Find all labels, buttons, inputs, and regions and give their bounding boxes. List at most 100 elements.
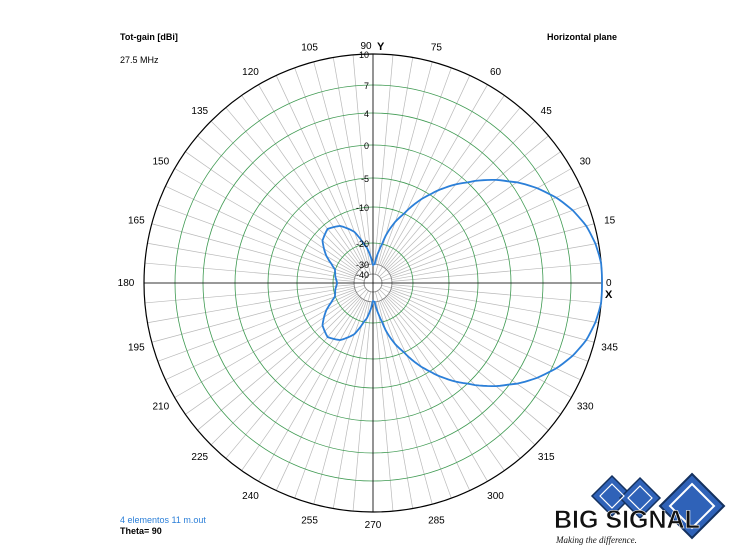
angle-grid-line bbox=[241, 298, 363, 471]
angle-grid-line bbox=[151, 223, 365, 282]
angle-tick-label: 270 bbox=[365, 520, 382, 531]
radial-tick-label: -20 bbox=[356, 239, 369, 249]
angle-tick-label: 105 bbox=[301, 42, 318, 53]
angle-grid-line bbox=[375, 57, 414, 265]
radial-tick-label: 7 bbox=[364, 81, 369, 91]
angle-tick-label: 0 bbox=[606, 278, 612, 289]
angle-grid-line bbox=[197, 294, 359, 431]
angle-grid-line bbox=[391, 242, 599, 281]
angle-tick-labels: 0 15 30 45 60 75 90 105 120 135 150 165 180 195 210 225… bbox=[118, 41, 619, 531]
radial-tick-label: 0 bbox=[364, 141, 369, 151]
angle-tick-label: 60 bbox=[490, 67, 502, 78]
angle-tick-label: 45 bbox=[541, 106, 553, 117]
angle-tick-label: 90 bbox=[360, 41, 372, 52]
angle-grid-line bbox=[332, 57, 371, 265]
angle-tick-label: 120 bbox=[242, 67, 259, 78]
angle-grid-line bbox=[185, 293, 358, 415]
radiation-pattern bbox=[321, 179, 603, 387]
angle-grid-line bbox=[165, 290, 356, 381]
angle-grid-line bbox=[381, 223, 595, 282]
svg-text:BIG SIGNAL: BIG SIGNAL bbox=[554, 506, 700, 534]
angle-tick-label: 315 bbox=[538, 452, 555, 463]
angle-grid-line bbox=[391, 285, 599, 324]
radial-tick-label: 10 bbox=[359, 50, 369, 60]
angle-grid-line bbox=[387, 294, 549, 431]
angle-grid-line bbox=[352, 301, 372, 512]
angle-grid-line bbox=[381, 284, 595, 343]
angle-grid-line bbox=[380, 287, 572, 398]
angle-tick-label: 210 bbox=[152, 402, 169, 413]
angle-grid-line bbox=[374, 54, 394, 265]
angle-grid-line bbox=[384, 297, 521, 459]
angle-grid-line bbox=[258, 84, 369, 276]
angle-tick-label: 225 bbox=[191, 452, 208, 463]
angle-tick-label: 75 bbox=[431, 42, 443, 53]
radial-tick-label: -30 bbox=[356, 260, 369, 270]
angle-tick-label: 195 bbox=[128, 342, 145, 353]
radial-tick-label: 4 bbox=[364, 109, 369, 119]
angle-grid-line bbox=[258, 290, 369, 482]
angle-grid-line bbox=[377, 290, 488, 482]
angle-grid-line bbox=[390, 185, 581, 276]
angle-grid-line bbox=[380, 75, 471, 266]
angle-tick-label: 180 bbox=[118, 278, 135, 289]
angle-grid-line bbox=[197, 135, 359, 272]
svg-text:Making the difference.: Making the difference. bbox=[555, 535, 637, 545]
angle-tick-label: 165 bbox=[128, 216, 145, 227]
angle-grid-line bbox=[185, 151, 358, 273]
theta-label: Theta= 90 bbox=[120, 526, 162, 536]
y-axis-label: Y bbox=[377, 41, 385, 53]
angle-tick-label: 330 bbox=[577, 402, 594, 413]
angle-grid-line bbox=[210, 289, 367, 446]
angle-grid-line bbox=[374, 291, 433, 505]
angle-grid-line bbox=[375, 301, 414, 509]
angle-tick-label: 135 bbox=[191, 106, 208, 117]
angle-tick-label: 285 bbox=[428, 516, 445, 527]
angle-grid-line bbox=[379, 300, 452, 499]
angle-grid-line bbox=[391, 262, 602, 282]
angle-grid-line bbox=[144, 284, 355, 304]
angle-tick-label: 255 bbox=[301, 516, 318, 527]
angle-grid-line bbox=[384, 107, 521, 269]
angle-grid-line bbox=[157, 204, 356, 277]
angle-grid-line bbox=[379, 120, 536, 277]
angle-grid-line bbox=[377, 84, 488, 276]
angle-grid-line bbox=[380, 168, 572, 279]
angle-tick-label: 150 bbox=[152, 157, 169, 168]
angle-grid-line bbox=[275, 300, 366, 491]
angle-tick-label: 15 bbox=[604, 216, 616, 227]
angle-grid-line bbox=[380, 300, 471, 491]
angle-grid-line bbox=[387, 135, 549, 272]
radial-tick-label: -5 bbox=[361, 174, 369, 184]
angle-grid-line bbox=[374, 301, 394, 512]
axis-labels: YX bbox=[377, 41, 613, 301]
radial-tick-labels: 10 7 4 0 -5 -10 -20 -30-40 bbox=[356, 50, 369, 280]
big-signal-logo: BIG SIGNAL Making the difference. bbox=[554, 472, 726, 545]
radial-tick-label: -40 bbox=[356, 270, 369, 280]
radial-tick-label: -10 bbox=[356, 203, 369, 213]
angle-grid-line bbox=[332, 301, 371, 509]
angle-grid-lines bbox=[144, 54, 602, 512]
polar-axes bbox=[144, 54, 602, 512]
angle-grid-line bbox=[144, 262, 355, 282]
angle-grid-line bbox=[390, 204, 589, 277]
angle-grid-line bbox=[383, 298, 505, 471]
angle-tick-label: 240 bbox=[242, 491, 259, 502]
angle-grid-line bbox=[379, 289, 536, 446]
angle-tick-label: 345 bbox=[601, 342, 618, 353]
logo-diamond-icon bbox=[590, 472, 726, 540]
chart-title: Tot-gain [dBi] bbox=[120, 32, 178, 42]
angle-grid-line bbox=[165, 185, 356, 276]
x-axis-label: X bbox=[605, 289, 613, 301]
angle-grid-line bbox=[241, 95, 363, 268]
angle-grid-line bbox=[174, 287, 366, 398]
angle-grid-line bbox=[174, 168, 366, 279]
angle-grid-line bbox=[147, 242, 355, 281]
angle-grid-line bbox=[157, 289, 356, 362]
angle-grid-line bbox=[390, 289, 589, 362]
angle-grid-line bbox=[151, 284, 365, 343]
series-file-label: 4 elementos 11 m.out bbox=[120, 515, 206, 525]
angle-grid-line bbox=[275, 75, 366, 266]
angle-grid-line bbox=[225, 297, 362, 459]
pattern-line bbox=[321, 179, 603, 387]
